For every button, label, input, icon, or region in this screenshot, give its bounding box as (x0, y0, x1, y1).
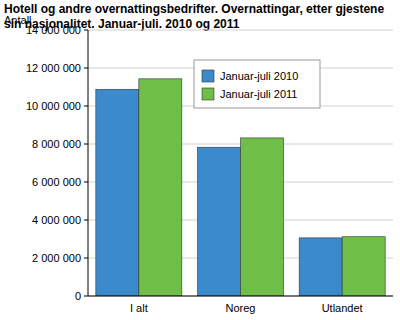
chart: Antall02 000 0004 000 0006 000 0008 000 … (0, 0, 400, 320)
tick-mark (84, 296, 88, 297)
category-label: I alt (130, 302, 148, 314)
legend-box (194, 60, 320, 108)
tick-label: 10 000 000 (26, 100, 81, 112)
tick-label: 14 000 000 (26, 24, 81, 36)
tick-mark (84, 258, 88, 259)
bar (198, 147, 241, 296)
legend-label: Januar-juli 2010 (220, 70, 298, 82)
tick-mark (84, 106, 88, 107)
bars (96, 79, 385, 296)
tick-label: 2 000 000 (32, 252, 81, 264)
category-label: Noreg (226, 302, 256, 314)
x-axis (88, 296, 393, 297)
legend: Januar-juli 2010 Januar-juli 2011 (194, 60, 320, 108)
bar (241, 138, 284, 296)
tick-label: 8 000 000 (32, 138, 81, 150)
tick-mark (84, 182, 88, 183)
tick-mark (84, 220, 88, 221)
grid-line (88, 30, 393, 31)
tick-mark (84, 30, 88, 31)
tick-mark (84, 144, 88, 145)
tick-label: 6 000 000 (32, 176, 81, 188)
y-axis (88, 30, 89, 296)
legend-swatch (202, 88, 214, 100)
bar (139, 79, 182, 296)
bar (96, 89, 139, 296)
legend-swatch (202, 70, 214, 82)
tick-mark (84, 68, 88, 69)
category-label: Utlandet (322, 302, 363, 314)
grid-line (88, 296, 393, 297)
tick-label: 4 000 000 (32, 214, 81, 226)
bar (299, 238, 342, 296)
tick-label: 12 000 000 (26, 62, 81, 74)
bar (342, 237, 385, 296)
legend-label: Januar-juli 2011 (220, 88, 297, 100)
tick-label: 0 (75, 290, 81, 302)
